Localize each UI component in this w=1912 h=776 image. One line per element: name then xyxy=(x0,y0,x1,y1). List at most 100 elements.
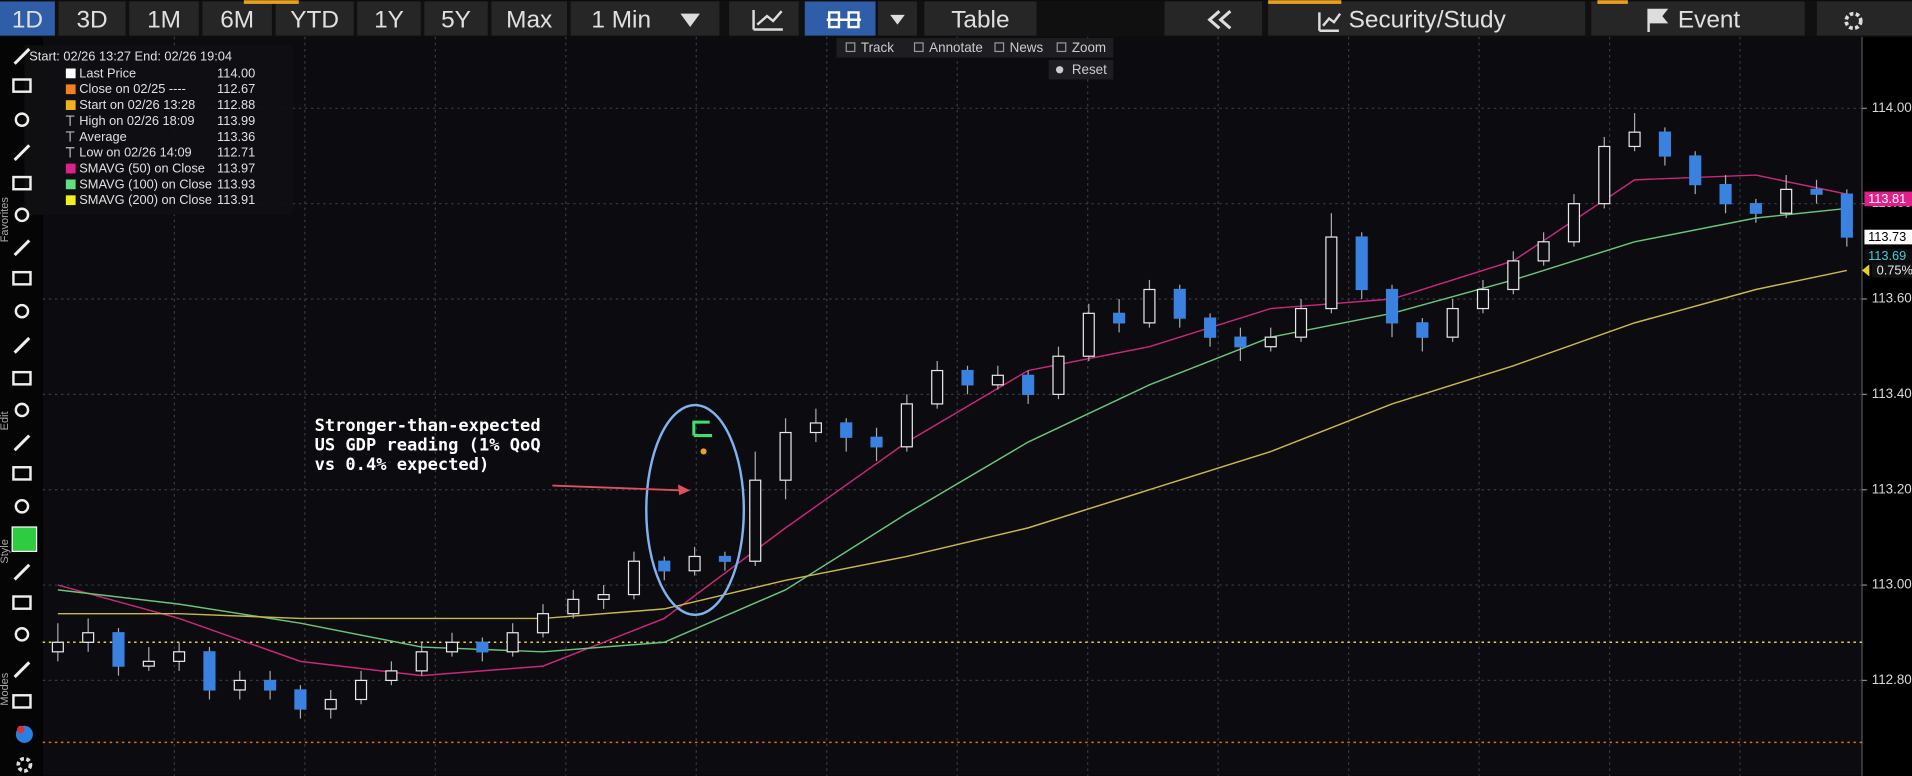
toolbar-label[interactable]: YTD xyxy=(290,6,339,33)
tool-icon[interactable] xyxy=(12,78,32,93)
candle-body xyxy=(506,632,519,653)
candle-body xyxy=(900,403,913,448)
tool-label[interactable]: Annotate xyxy=(929,40,983,55)
tool-icon[interactable] xyxy=(12,175,32,191)
sidebar-label: Favorites xyxy=(0,197,11,243)
candle-body xyxy=(233,679,246,691)
tool-icon[interactable] xyxy=(13,144,31,162)
legend-swatch xyxy=(65,163,76,174)
candle-body xyxy=(567,598,580,615)
annotation-arrow xyxy=(552,484,683,492)
candle-body xyxy=(1355,236,1368,291)
toolbar-label[interactable]: Table xyxy=(951,6,1009,33)
toolbar-button[interactable] xyxy=(275,1,354,36)
event-dot xyxy=(700,448,707,455)
toolbar-label[interactable]: 1D xyxy=(12,6,43,33)
legend-swatch xyxy=(65,179,76,190)
legend-value: 113.97 xyxy=(217,160,255,175)
candle-body xyxy=(1416,322,1429,338)
price-tag-label: 113.73 xyxy=(1868,229,1906,244)
candle-body xyxy=(51,641,64,653)
tool-icon[interactable] xyxy=(12,370,32,386)
toolbar-button[interactable] xyxy=(491,1,568,36)
tool-icon[interactable] xyxy=(14,112,30,128)
tool-icon[interactable] xyxy=(12,466,32,481)
toolbar-label[interactable]: 1Y xyxy=(374,6,404,33)
candle-body xyxy=(1598,145,1611,205)
tool-icon[interactable] xyxy=(14,402,30,418)
toolbar-button[interactable] xyxy=(58,1,126,36)
candle-body xyxy=(1325,236,1338,310)
tool-icon[interactable] xyxy=(12,270,32,286)
legend-swatch xyxy=(65,100,76,110)
legend-label: High on 02/26 18:09 xyxy=(79,113,194,128)
y-tick-label: 113.60 xyxy=(1872,291,1912,306)
moving-average xyxy=(57,207,1847,653)
study-icon xyxy=(1318,12,1342,32)
candle-body xyxy=(203,651,216,691)
toolbar-button[interactable] xyxy=(0,1,55,36)
change-label: 0.75% xyxy=(1877,262,1912,277)
candle-body xyxy=(809,422,822,434)
tool-label[interactable]: Track xyxy=(861,40,894,55)
toolbar-button[interactable] xyxy=(202,1,272,36)
y-tick-label: 113.20 xyxy=(1872,481,1912,496)
candle-body xyxy=(476,641,489,653)
sidebar-label: Style xyxy=(0,539,11,563)
toolbar-button[interactable] xyxy=(924,1,1037,36)
tool-label[interactable]: Reset xyxy=(1072,62,1107,77)
toolbar-label[interactable]: 1M xyxy=(147,6,181,33)
tool-icon[interactable] xyxy=(13,661,31,679)
tool-icon[interactable] xyxy=(14,303,30,319)
tool-icon[interactable] xyxy=(13,563,31,581)
toolbar-button[interactable] xyxy=(129,1,199,36)
toolbar-label[interactable]: 5Y xyxy=(441,6,471,33)
price-tag xyxy=(1864,229,1912,245)
settings-icon[interactable] xyxy=(16,756,33,773)
toolbar-label[interactable]: Security/Study xyxy=(1349,6,1507,33)
tool-icon[interactable] xyxy=(14,207,30,223)
legend-value: 112.88 xyxy=(217,97,255,112)
tool-icon[interactable] xyxy=(14,498,30,514)
toolbar-label[interactable]: 6M xyxy=(220,6,254,33)
tool-icon[interactable] xyxy=(13,47,31,65)
toolbar-label[interactable]: Event xyxy=(1678,6,1741,33)
candle-body xyxy=(749,479,762,562)
legend-swatch xyxy=(65,68,76,79)
toolbar-label[interactable]: 3D xyxy=(76,6,107,33)
reset-button[interactable] xyxy=(1048,59,1114,80)
toolbar-button[interactable] xyxy=(424,1,488,36)
tool-label[interactable]: News xyxy=(1010,40,1044,55)
toolbar-button[interactable] xyxy=(1591,1,1805,36)
candle-body xyxy=(1780,188,1793,214)
toolbar-label[interactable]: Max xyxy=(506,6,552,33)
candle-body xyxy=(1204,317,1217,338)
line-chart-icon xyxy=(752,9,783,31)
tool-label[interactable]: Zoom xyxy=(1072,40,1106,55)
legend-label: Last Price xyxy=(79,65,136,80)
dropdown-arrow xyxy=(680,13,700,28)
moving-average xyxy=(57,269,1847,620)
candle-body xyxy=(1052,355,1065,395)
candle-body xyxy=(1294,307,1308,338)
tool-icon[interactable] xyxy=(13,434,31,452)
legend-icon xyxy=(65,115,75,126)
legend-label: Low on 02/26 14:09 xyxy=(79,145,191,160)
tool-icon[interactable] xyxy=(12,694,32,709)
tool-icon[interactable] xyxy=(13,336,31,354)
settings-icon[interactable] xyxy=(1844,11,1863,31)
color-swatch[interactable] xyxy=(11,526,38,553)
toolbar-button[interactable] xyxy=(1816,1,1912,36)
chart-toolbar xyxy=(836,38,1114,58)
tool-icon xyxy=(994,42,1005,53)
y-tick-label: 114.00 xyxy=(1872,100,1912,115)
tool-icon[interactable] xyxy=(13,239,31,257)
event-flag[interactable] xyxy=(692,420,713,438)
candle-body xyxy=(1537,241,1550,262)
tool-icon[interactable] xyxy=(12,595,32,610)
interval-label[interactable]: 1 Min xyxy=(591,6,651,33)
toolbar-button[interactable] xyxy=(357,1,421,36)
candle-body xyxy=(658,560,671,572)
legend-value: 113.36 xyxy=(217,129,255,144)
tool-icon[interactable] xyxy=(14,627,30,642)
